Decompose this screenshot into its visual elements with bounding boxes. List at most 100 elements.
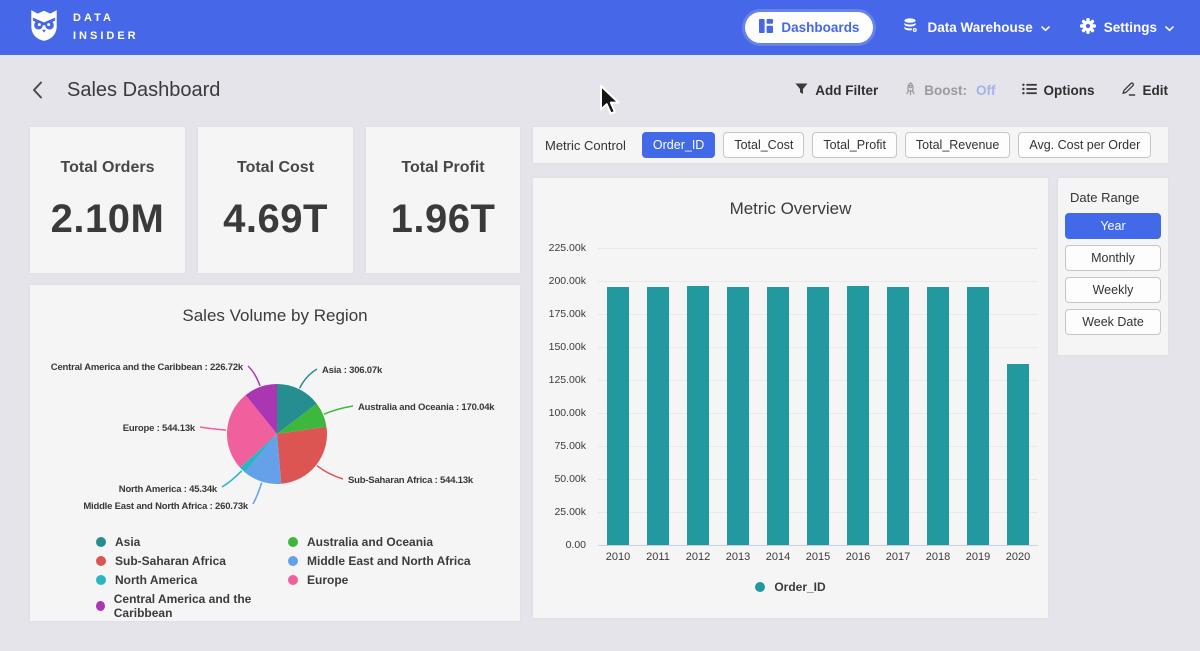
bar-2011 [647,286,669,545]
x-tick-label: 2017 [885,551,911,563]
kpi-label: Total Profit [401,158,485,176]
settings-menu[interactable]: Settings [1079,18,1174,37]
data-warehouse-menu[interactable]: Data Warehouse [903,18,1050,37]
metric-overview-card: Metric Overview 225.00k 200.00k 175.00k 150… [533,178,1048,618]
kpi-value: 1.96T [390,196,496,241]
dashboards-button[interactable]: Dashboards [745,12,874,43]
legend-dot [288,537,298,547]
metric-option-avg-cost-per-order[interactable]: Avg. Cost per Order [1018,132,1152,158]
dashboard-grid-icon [759,19,774,36]
date-range-option-week-date[interactable]: Week Date [1065,309,1161,335]
pie-chart: Asia : 306.07k Australia and Oceania : 17… [51,362,496,512]
x-tick-label: 2010 [605,551,631,563]
date-range-option-weekly[interactable]: Weekly [1065,277,1161,303]
x-tick-label: 2014 [765,551,791,563]
metric-option-total-cost[interactable]: Total_Cost [723,132,805,158]
x-tick-label: 2020 [1005,551,1031,563]
options-button[interactable]: Options [1021,83,1095,98]
pie-legend-item-australia-and-oceania: Australia and Oceania [288,535,471,549]
boost-toggle[interactable]: Boost: Off [904,81,996,99]
pie-leader-line [247,365,261,387]
x-tick-label: 2013 [725,551,751,563]
rocket-icon [904,81,917,99]
pie-legend-item-central-america-and-the-caribbean: Central America and the Caribbean [96,592,288,620]
kpi-label: Total Orders [60,158,155,176]
bar-2015 [807,286,829,545]
bar-chart-title: Metric Overview [729,199,852,218]
page-title: Sales Dashboard [67,78,221,101]
legend-label: Australia and Oceania [307,535,434,549]
legend-dot [96,537,106,547]
pie-slice-central-america-and-the-caribbean [245,384,277,434]
owl-logo-icon [26,7,62,48]
pie-leader-line [252,482,263,505]
x-tick-label: 2019 [965,551,991,563]
bar-2012 [687,285,709,545]
pie-slice-label: Central America and the Caribbean : 226.… [51,362,244,373]
pie-legend-item-asia: Asia [96,535,288,549]
bar-2019 [967,286,989,545]
pie-chart-legend: Asia Australia and Oceania Sub-Saharan Afr… [96,535,471,620]
date-range-option-year[interactable]: Year [1065,213,1161,239]
funnel-icon [795,83,808,98]
pie-slice-middle-east-and-north-africa [244,434,282,485]
edit-button[interactable]: Edit [1121,81,1168,99]
legend-dot [288,575,298,585]
y-tick-label: 125.00k [548,373,586,386]
x-tick-label: 2016 [845,551,871,563]
kpi-value: 2.10M [50,196,165,241]
legend-label: Order_ID [774,580,826,594]
metric-option-total-profit[interactable]: Total_Profit [812,132,897,158]
bar-2013 [727,286,749,545]
pie-slice-asia [277,384,317,434]
pie-leader-line [199,426,227,431]
date-range-label: Date Range [1070,190,1140,205]
legend-dot [96,601,105,611]
date-range-option-monthly[interactable]: Monthly [1065,245,1161,271]
legend-label: North America [115,573,198,587]
x-tick-label: 2012 [685,551,711,563]
pie-chart-title: Sales Volume by Region [182,306,368,325]
pie-slice-label: Europe : 544.13k [123,423,196,434]
legend-label: Sub-Saharan Africa [115,554,226,568]
bar-2017 [887,286,909,545]
kpi-card-total-orders: Total Orders 2.10M [30,127,185,273]
y-tick-label: 100.00k [548,407,586,419]
x-tick-label: 2018 [925,551,951,563]
y-tick-label: 150.00k [548,341,586,353]
pie-leader-line [298,368,318,389]
top-navbar: DATA INSIDER Dashboards [0,0,1200,55]
kpi-card-total-cost: Total Cost 4.69T [198,127,353,273]
sales-volume-card: Sales Volume by Region Asia : 306.07k Aus… [30,285,520,621]
pie-leader-line [323,405,354,415]
metric-option-total-revenue[interactable]: Total_Revenue [904,132,1011,158]
x-tick-label: 2011 [646,551,670,563]
y-tick-label: 75.00k [554,440,586,452]
pie-slice-north-america [240,434,277,473]
pie-slice-australia-and-oceania [277,403,327,434]
legend-label: Europe [307,573,349,587]
pie-legend-item-sub-saharan-africa: Sub-Saharan Africa [96,554,288,568]
pie-legend-item-north-america: North America [96,573,288,587]
back-button[interactable] [32,81,43,99]
add-filter-button[interactable]: Add Filter [795,83,878,98]
list-icon [1021,83,1037,98]
chevron-down-icon [1165,20,1174,35]
chevron-down-icon [1040,20,1050,35]
pie-legend-item-europe: Europe [288,573,471,587]
brand-logo[interactable]: DATA INSIDER [26,7,139,48]
y-tick-label: 225.00k [548,242,586,254]
y-tick-label: 175.00k [548,307,586,320]
bar-2016 [847,285,869,545]
pie-slice-sub-saharan-africa [277,426,327,484]
bar-2010 [607,286,629,545]
page-header: Sales Dashboard Add Filter Boost: Off [0,66,1200,114]
brand-name: DATA INSIDER [73,12,139,42]
pie-legend-item-middle-east-and-north-africa: Middle East and North Africa [288,554,471,568]
pie-slice-label: Australia and Oceania : 170.04k [358,402,495,413]
legend-dot [288,556,298,566]
y-tick-label: 50.00k [554,473,586,485]
metric-option-order-id[interactable]: Order_ID [641,132,716,158]
legend-dot [755,582,766,592]
bar-2014 [767,287,789,545]
